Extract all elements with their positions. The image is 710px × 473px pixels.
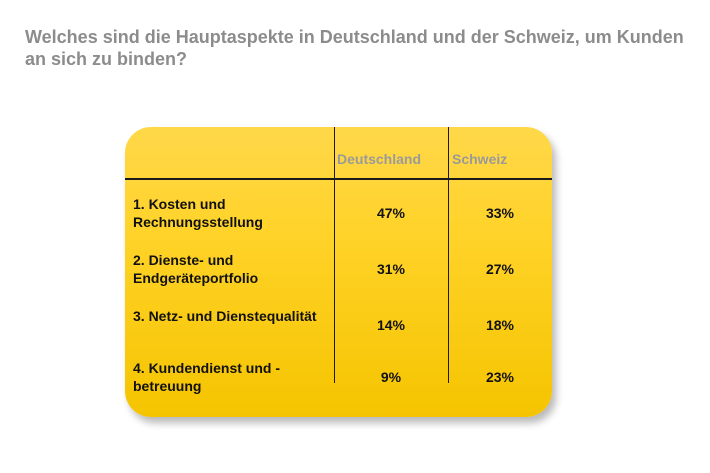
value-schweiz: 33%: [485, 205, 515, 221]
header-divider: [125, 178, 552, 180]
row-label: 2. Dienste- und Endgeräteportfolio: [133, 252, 259, 286]
column-header-deutschland: Deutschland: [337, 151, 422, 167]
column-divider-2: [448, 127, 449, 383]
column-divider-1: [334, 127, 335, 383]
value-deutschland: 31%: [376, 261, 406, 277]
row-label: 4. Kundendienst und -betreuung: [133, 360, 280, 394]
value-deutschland: 9%: [380, 369, 402, 385]
value-schweiz: 23%: [485, 369, 515, 385]
row-label: 3. Netz- und Dienstequalität: [133, 308, 317, 324]
value-schweiz: 18%: [485, 317, 515, 333]
results-table: Deutschland Schweiz 1. Kosten und Rechnu…: [125, 127, 552, 417]
value-deutschland: 14%: [376, 317, 406, 333]
value-deutschland: 47%: [376, 205, 406, 221]
value-schweiz: 27%: [485, 261, 515, 277]
page-title: Welches sind die Hauptaspekte in Deutsch…: [25, 27, 684, 69]
row-label: 1. Kosten und Rechnungsstellung: [133, 196, 263, 230]
column-header-schweiz: Schweiz: [452, 151, 508, 167]
